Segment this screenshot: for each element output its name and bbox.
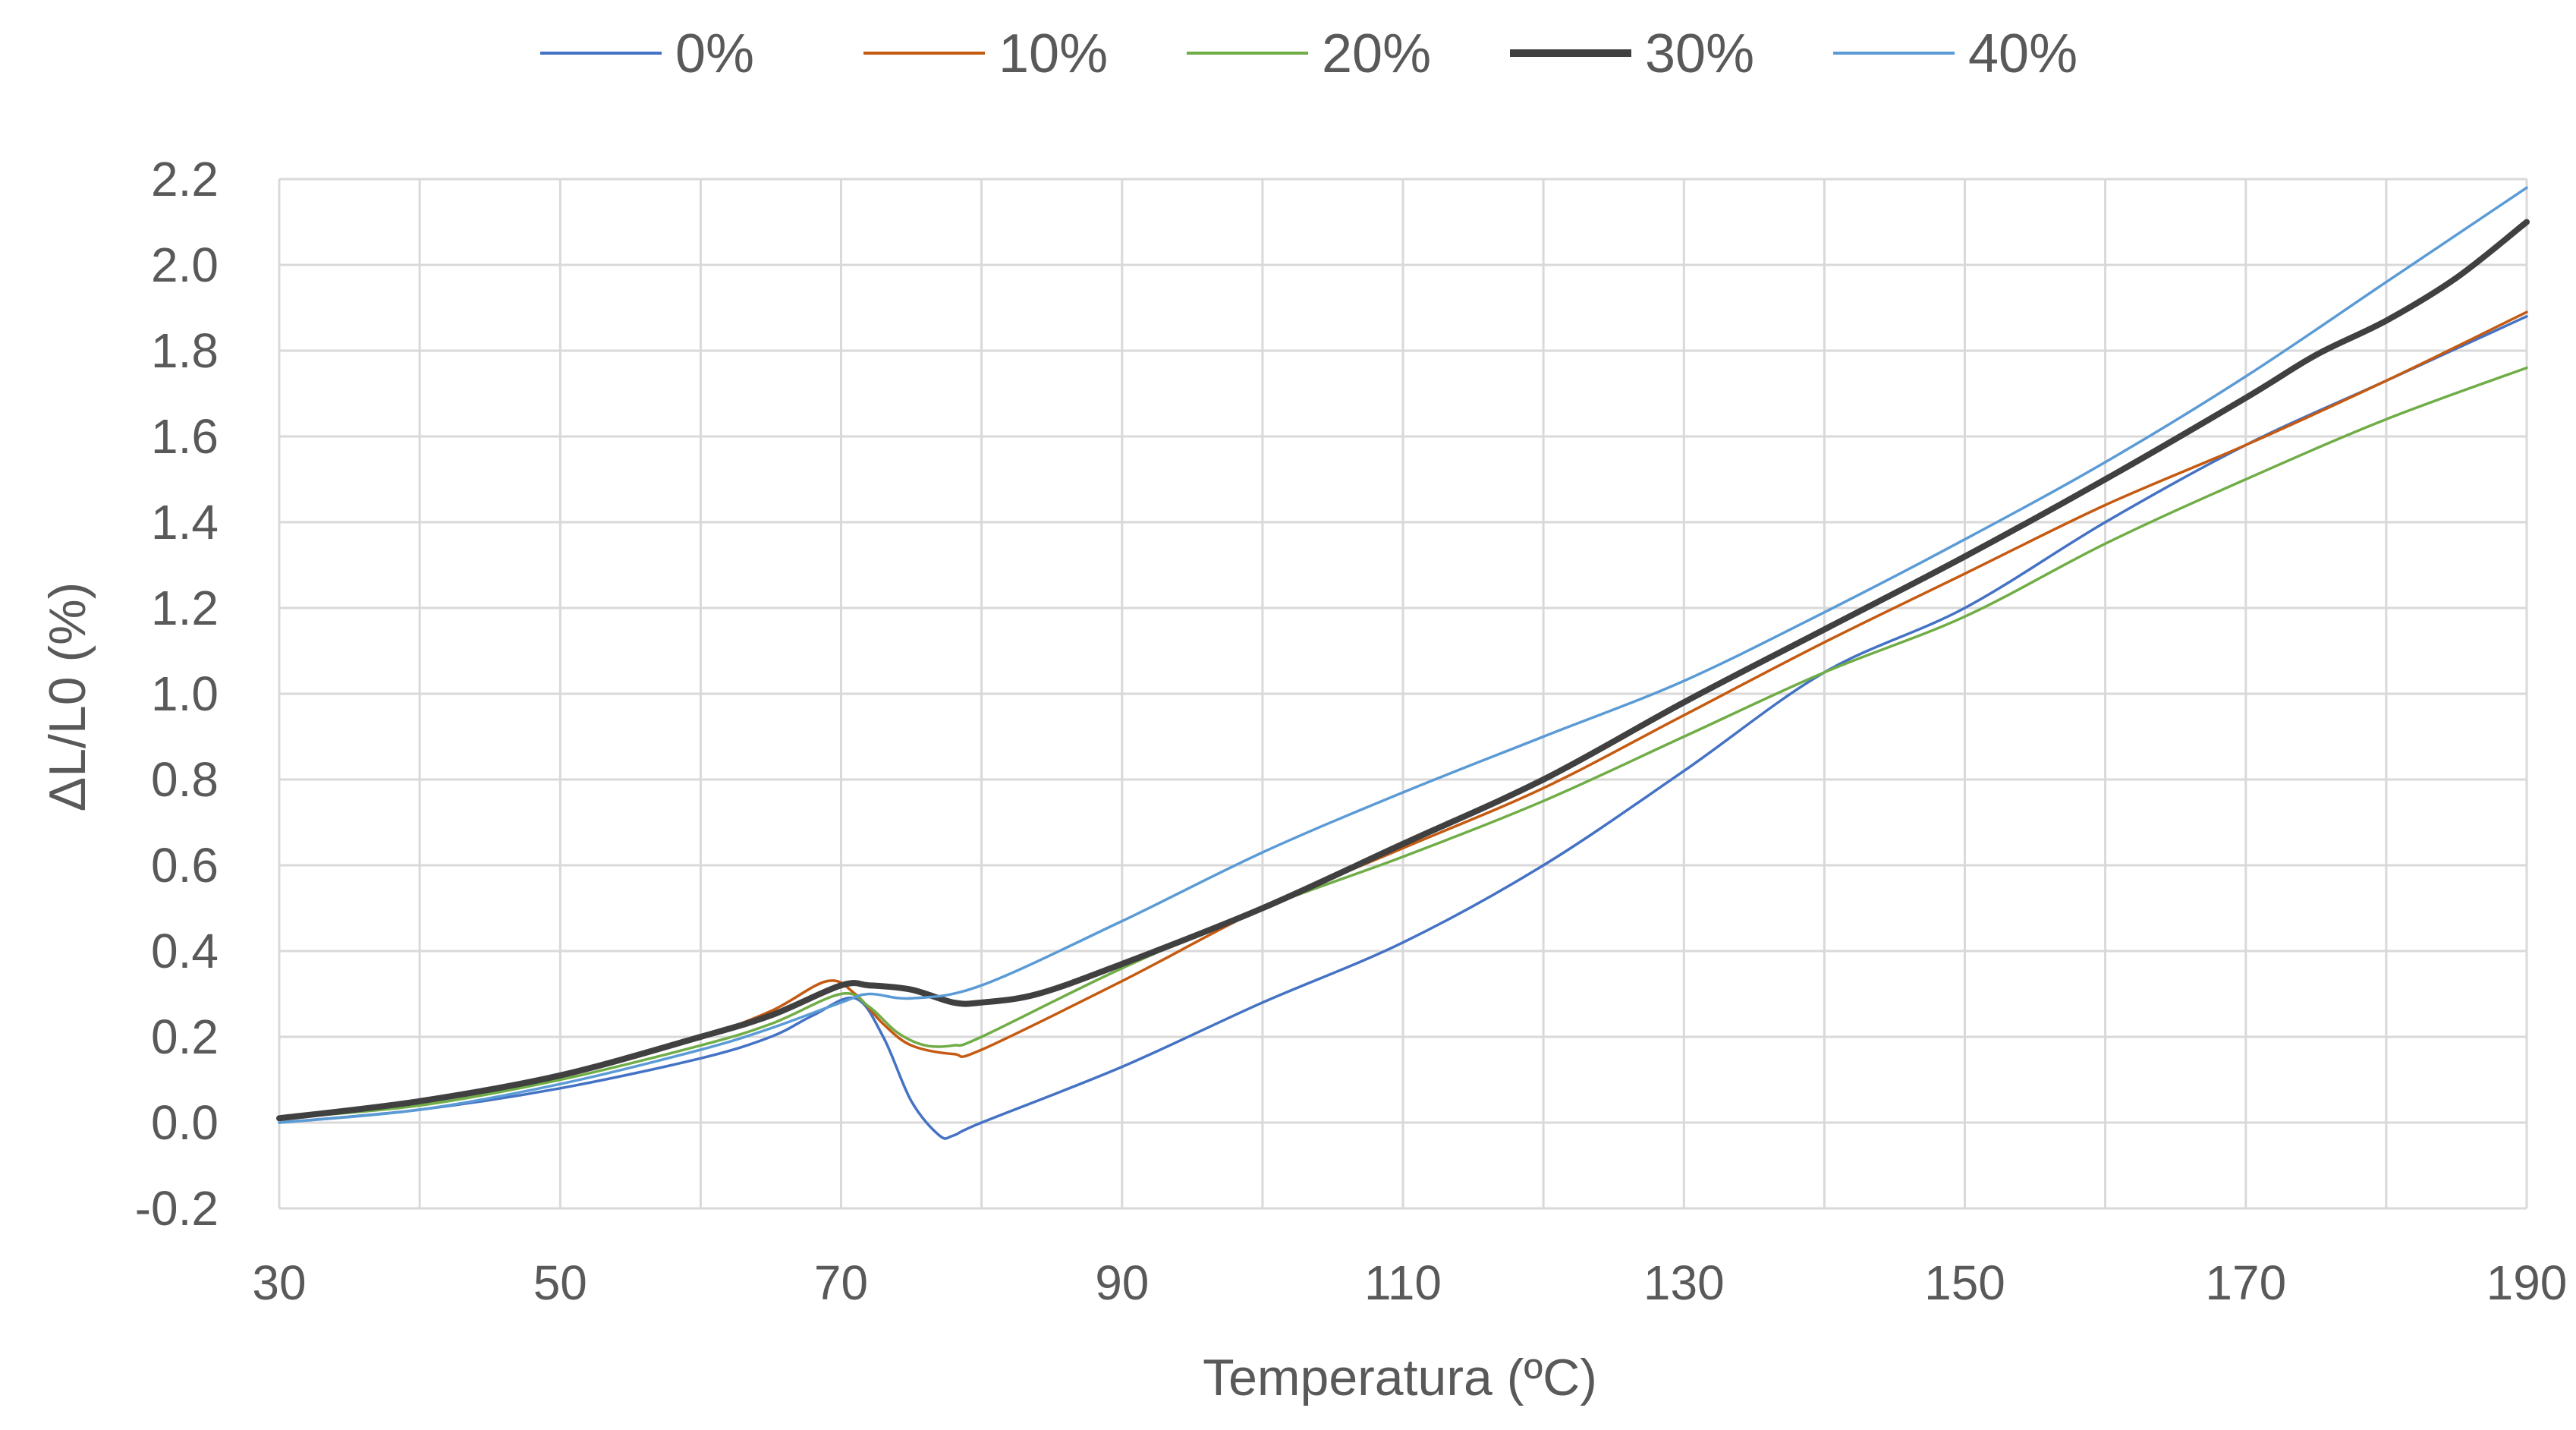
x-tick-label: 190 [2486,1255,2568,1310]
y-tick-label: 0.8 [151,752,219,807]
legend: 0% 10% 20% 30% 40% [540,24,2077,84]
y-tick-label: 0.2 [151,1010,219,1064]
legend-label: 10% [999,24,1108,84]
x-axis-ticks: 30 50 70 90 110 130 150 170 190 [252,1255,2567,1310]
x-tick-label: 90 [1095,1255,1149,1310]
y-tick-label: 2.2 [151,152,219,206]
x-tick-label: 50 [533,1255,587,1310]
y-axis-ticks: -0.2 0.0 0.2 0.4 0.6 0.8 1.0 1.2 1.4 1.6 1.8 2.0 2.2 [135,152,219,1236]
legend-label: 40% [1968,24,2077,84]
series-lines [276,186,2530,1140]
x-tick-label: 170 [2205,1255,2286,1310]
y-tick-label: 2.0 [151,238,219,292]
x-tick-label: 130 [1643,1255,1725,1310]
legend-label: 0% [675,24,754,84]
x-tick-label: 30 [252,1255,306,1310]
y-tick-label: 1.0 [151,666,219,721]
x-tick-label: 110 [1364,1255,1442,1310]
series-line-30pct [276,219,2530,1122]
y-tick-label: 0.6 [151,838,219,893]
legend-label: 30% [1645,24,1754,84]
x-tick-label: 70 [814,1255,868,1310]
y-tick-label: 1.8 [151,323,219,378]
y-tick-label: 0.4 [151,924,219,978]
y-tick-label: 1.4 [151,495,219,550]
y-tick-label: 0.0 [151,1095,219,1150]
legend-label: 20% [1322,24,1431,84]
gridlines [278,178,2528,1210]
series-line-40pct [278,186,2528,1124]
y-tick-label: -0.2 [135,1181,219,1236]
y-tick-label: 1.2 [151,581,219,635]
x-axis-title: Temperatura (ºC) [1203,1349,1597,1406]
y-axis-title: ΔL/L0 (%) [39,582,96,811]
series-line-0pct [278,315,2528,1140]
x-tick-label: 150 [1924,1255,2005,1310]
y-tick-label: 1.6 [151,409,219,464]
